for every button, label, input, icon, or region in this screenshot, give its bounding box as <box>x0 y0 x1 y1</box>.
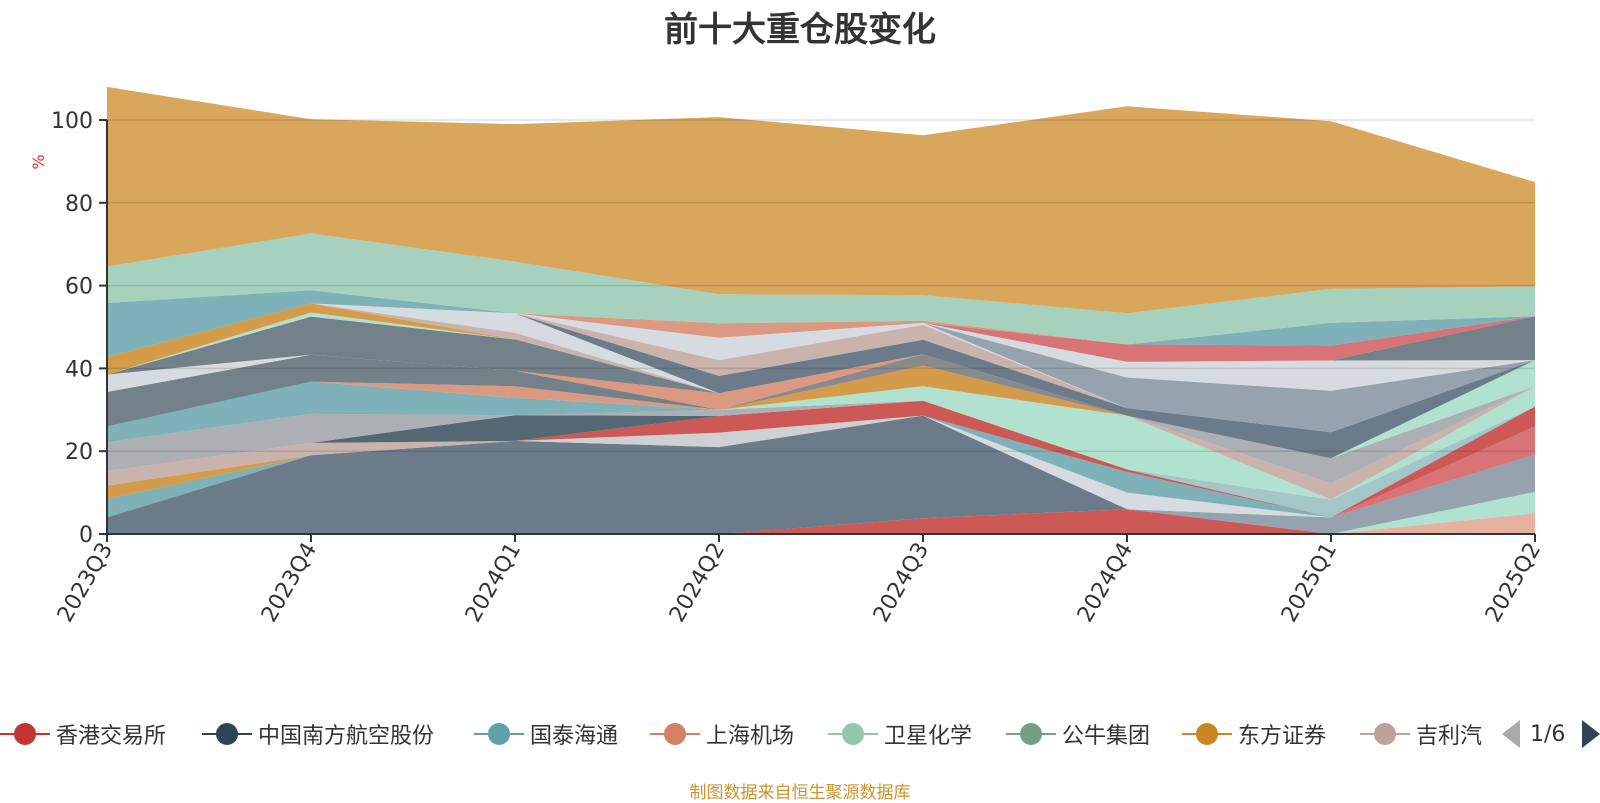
area-series-holding-10 <box>107 400 1535 518</box>
legend-item[interactable]: 公牛集团 <box>1006 712 1150 756</box>
area-series-holding-43 <box>107 233 1535 345</box>
x-tick-label: 2024Q3 <box>869 539 934 627</box>
area-series-holding-23 <box>107 354 1535 484</box>
x-tick-label: 2024Q2 <box>665 539 730 627</box>
x-tick-label: 2025Q1 <box>1277 539 1342 627</box>
area-series-holding-33 <box>107 303 1535 459</box>
area-series-中国南方航空股份 <box>107 415 1535 534</box>
legend-label: 国泰海通 <box>530 724 619 749</box>
y-axis-unit: % <box>29 154 48 169</box>
legend-item[interactable]: 国泰海通 <box>474 712 618 756</box>
legend-next-button[interactable] <box>1580 718 1600 750</box>
area-series-holding-37 <box>107 303 1535 391</box>
legend-marker-icon <box>1182 723 1232 745</box>
area-series-holding-41 <box>107 303 1535 357</box>
chart-title: 前十大重仓股变化 <box>664 10 936 50</box>
legend-label: 上海机场 <box>706 724 795 749</box>
area-series-holding-18 <box>107 381 1535 500</box>
legend-item[interactable]: 吉利汽 <box>1360 712 1482 756</box>
legend-marker-icon <box>1360 723 1410 745</box>
area-series-holding-28 <box>107 316 1535 459</box>
legend: 香港交易所 中国南方航空股份 国泰海通 上海机场 卫星化学 公牛集团 东方证券 吉利汽 1/6 <box>0 712 1600 756</box>
legend-label: 公牛集团 <box>1062 724 1151 749</box>
legend-item[interactable]: 卫星化学 <box>828 712 972 756</box>
y-tick-label: 60 <box>65 275 93 300</box>
legend-label: 卫星化学 <box>884 724 973 749</box>
y-tick-label: 100 <box>51 109 93 134</box>
legend-item[interactable]: 东方证券 <box>1182 712 1326 756</box>
y-tick-labels: 0 20 40 60 80 100 <box>51 109 93 548</box>
legend-item[interactable]: 中国南方航空股份 <box>202 712 434 756</box>
legend-marker-icon <box>202 723 252 745</box>
area-series-group <box>107 86 1535 534</box>
area-series-国泰海通 <box>107 415 1535 518</box>
area-series-holding-26 <box>107 354 1535 459</box>
legend-marker-icon <box>474 723 524 745</box>
area-series-holding-14 <box>107 400 1535 518</box>
area-series-holding-17 <box>107 381 1535 500</box>
legend-label: 吉利汽 <box>1416 724 1482 749</box>
x-tick-label: 2024Q4 <box>1073 539 1138 627</box>
x-tick-label: 2025Q2 <box>1481 539 1546 627</box>
legend-item[interactable]: 香港交易所 <box>0 712 166 756</box>
area-series-holding-36 <box>107 303 1535 433</box>
legend-items: 香港交易所 中国南方航空股份 国泰海通 上海机场 卫星化学 公牛集团 东方证券 吉利汽 <box>0 712 1482 756</box>
area-series-holding-44 <box>107 86 1535 314</box>
x-tick-label: 2024Q1 <box>461 539 526 627</box>
area-series-holding-42 <box>107 290 1535 357</box>
area-series-holding-27 <box>107 354 1535 459</box>
area-series-holding-38 <box>107 303 1535 362</box>
area-series-holding-20 <box>107 365 1535 500</box>
legend-marker-icon <box>828 723 878 745</box>
legend-marker-icon <box>650 723 700 745</box>
axes <box>99 119 1536 542</box>
area-series-香港交易所 <box>107 509 1535 534</box>
y-tick-label: 20 <box>65 440 93 465</box>
legend-label: 中国南方航空股份 <box>258 724 435 749</box>
legend-label: 东方证券 <box>1238 724 1327 749</box>
x-tick-labels: 2023Q3 2023Q4 2024Q1 2024Q2 2024Q3 2024Q4 2025… <box>53 539 1546 627</box>
area-series-holding-1 <box>107 509 1535 534</box>
y-tick-label: 40 <box>65 357 93 382</box>
legend-marker-icon <box>0 723 50 745</box>
area-series-holding-3 <box>107 454 1535 534</box>
legend-page-indicator: 1/6 <box>1530 721 1566 747</box>
legend-prev-button[interactable] <box>1500 718 1522 750</box>
legend-marker-icon <box>1006 723 1056 745</box>
legend-item[interactable]: 上海机场 <box>650 712 794 756</box>
area-series-holding-39 <box>107 303 1535 362</box>
triangle-left-icon <box>1502 720 1520 748</box>
x-tick-label: 2023Q3 <box>53 539 118 627</box>
y-tick-label: 80 <box>65 192 93 217</box>
y-tick-label: 0 <box>79 523 93 548</box>
legend-label: 香港交易所 <box>56 724 167 749</box>
source-note: 制图数据来自恒生聚源数据库 <box>689 783 911 803</box>
x-tick-label: 2023Q4 <box>257 539 322 627</box>
triangle-right-icon <box>1582 720 1600 748</box>
